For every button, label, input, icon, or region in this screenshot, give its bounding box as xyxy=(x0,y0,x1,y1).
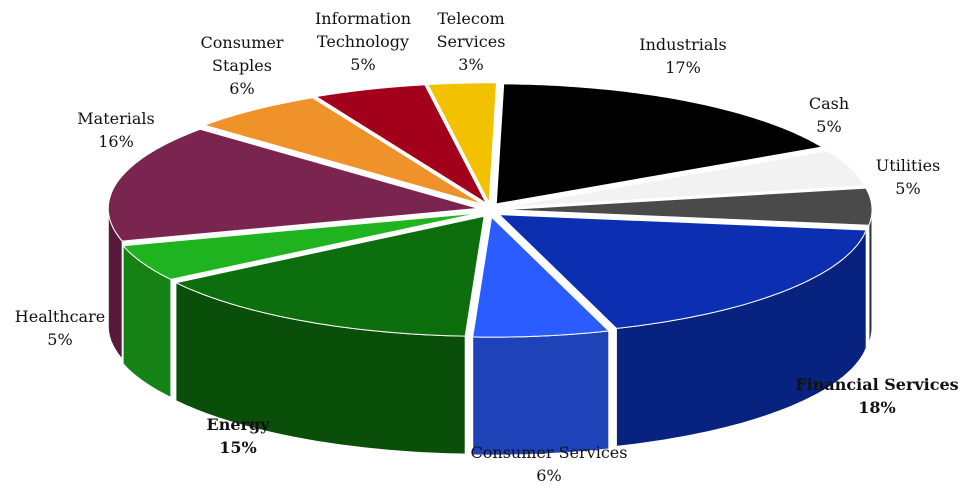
slice-label-cash: Cash 5% xyxy=(808,94,850,136)
slice-industrials xyxy=(495,83,824,205)
slice-label-consumer-services: Consumer Services 6% xyxy=(470,443,628,485)
slice-consumer-services xyxy=(472,216,610,338)
slice-label-telecom-services: Telecom Services 3% xyxy=(436,9,506,74)
slice-side-utilities xyxy=(868,209,873,344)
slice-label-utilities: Utilities 5% xyxy=(875,156,941,198)
slice-materials xyxy=(107,128,479,242)
slice-label-financial-services: Financial Services 18% xyxy=(795,375,959,417)
slice-label-healthcare: Healthcare 5% xyxy=(14,307,106,349)
slice-label-information-technology: Information Technology 5% xyxy=(314,9,412,74)
slice-utilities xyxy=(501,187,873,226)
slice-label-industrials: Industrials 17% xyxy=(639,35,727,77)
slice-side-consumer-services xyxy=(472,330,610,456)
slice-telecom-services xyxy=(427,82,498,205)
slice-consumer-staples xyxy=(202,97,483,205)
slice-label-energy: Energy 15% xyxy=(206,415,270,457)
slice-label-consumer-staples: Consumer Staples 6% xyxy=(200,33,284,98)
slice-energy xyxy=(174,215,485,337)
slice-information-technology xyxy=(314,84,488,205)
slice-financial-services xyxy=(498,214,867,329)
slice-cash xyxy=(501,150,867,209)
slice-label-materials: Materials 16% xyxy=(77,109,155,151)
slice-healthcare xyxy=(121,212,480,280)
